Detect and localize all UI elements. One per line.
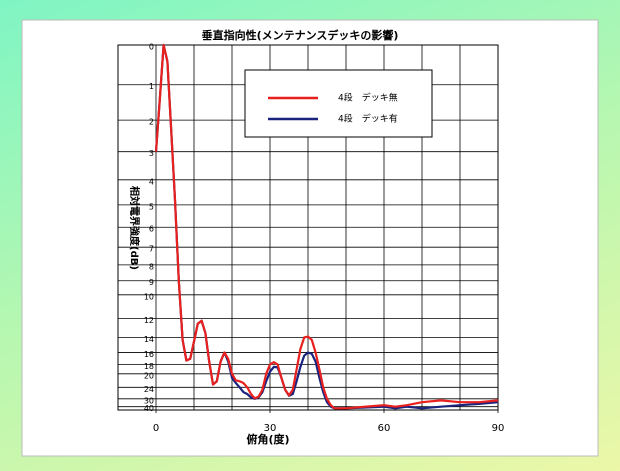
plot-frame [117, 44, 499, 411]
y-tick-label: 14 [144, 335, 154, 344]
chart-title: 垂直指向性(メンテナンスデッキの影響) [202, 28, 399, 42]
x-tick-label: 60 [378, 423, 391, 434]
legend-label: 4段 デッキ無 [338, 92, 398, 104]
y-tick-label: 12 [144, 316, 154, 325]
x-axis-title: 俯角(度) [246, 432, 289, 446]
y-tick-label: 16 [144, 350, 154, 359]
y-tick-label: 4 [149, 177, 154, 186]
series-line [154, 43, 499, 410]
legend-box [244, 69, 433, 138]
x-tick-label: 0 [153, 423, 159, 434]
x-tick-label: 30 [264, 423, 277, 434]
y-tick-label: 2 [149, 118, 154, 127]
y-tick-label: 7 [149, 245, 154, 254]
y-tick-label: 6 [149, 225, 154, 234]
y-tick-label: 24 [144, 385, 154, 394]
y-tick-label: 5 [149, 202, 154, 211]
y-tick-label: 20 [144, 371, 154, 380]
y-tick-label: 10 [144, 292, 154, 301]
y-tick-label: 1 [149, 82, 154, 91]
legend: 4段 デッキ無 4段 デッキ有 [244, 69, 433, 138]
y-tick-label: 8 [149, 262, 154, 271]
legend-label: 4段 デッキ有 [338, 113, 398, 125]
y-tick-label: 9 [149, 278, 154, 287]
y-tick-label: 30 [144, 396, 154, 405]
x-tick-label: 90 [492, 423, 505, 434]
y-tick-label: 0 [149, 43, 154, 52]
y-axis-title: 相対電界強度(dB) [128, 186, 141, 270]
y-tick-label: 40 [144, 404, 154, 413]
y-tick-label: 3 [149, 149, 154, 158]
y-tick-label: 18 [144, 362, 154, 371]
